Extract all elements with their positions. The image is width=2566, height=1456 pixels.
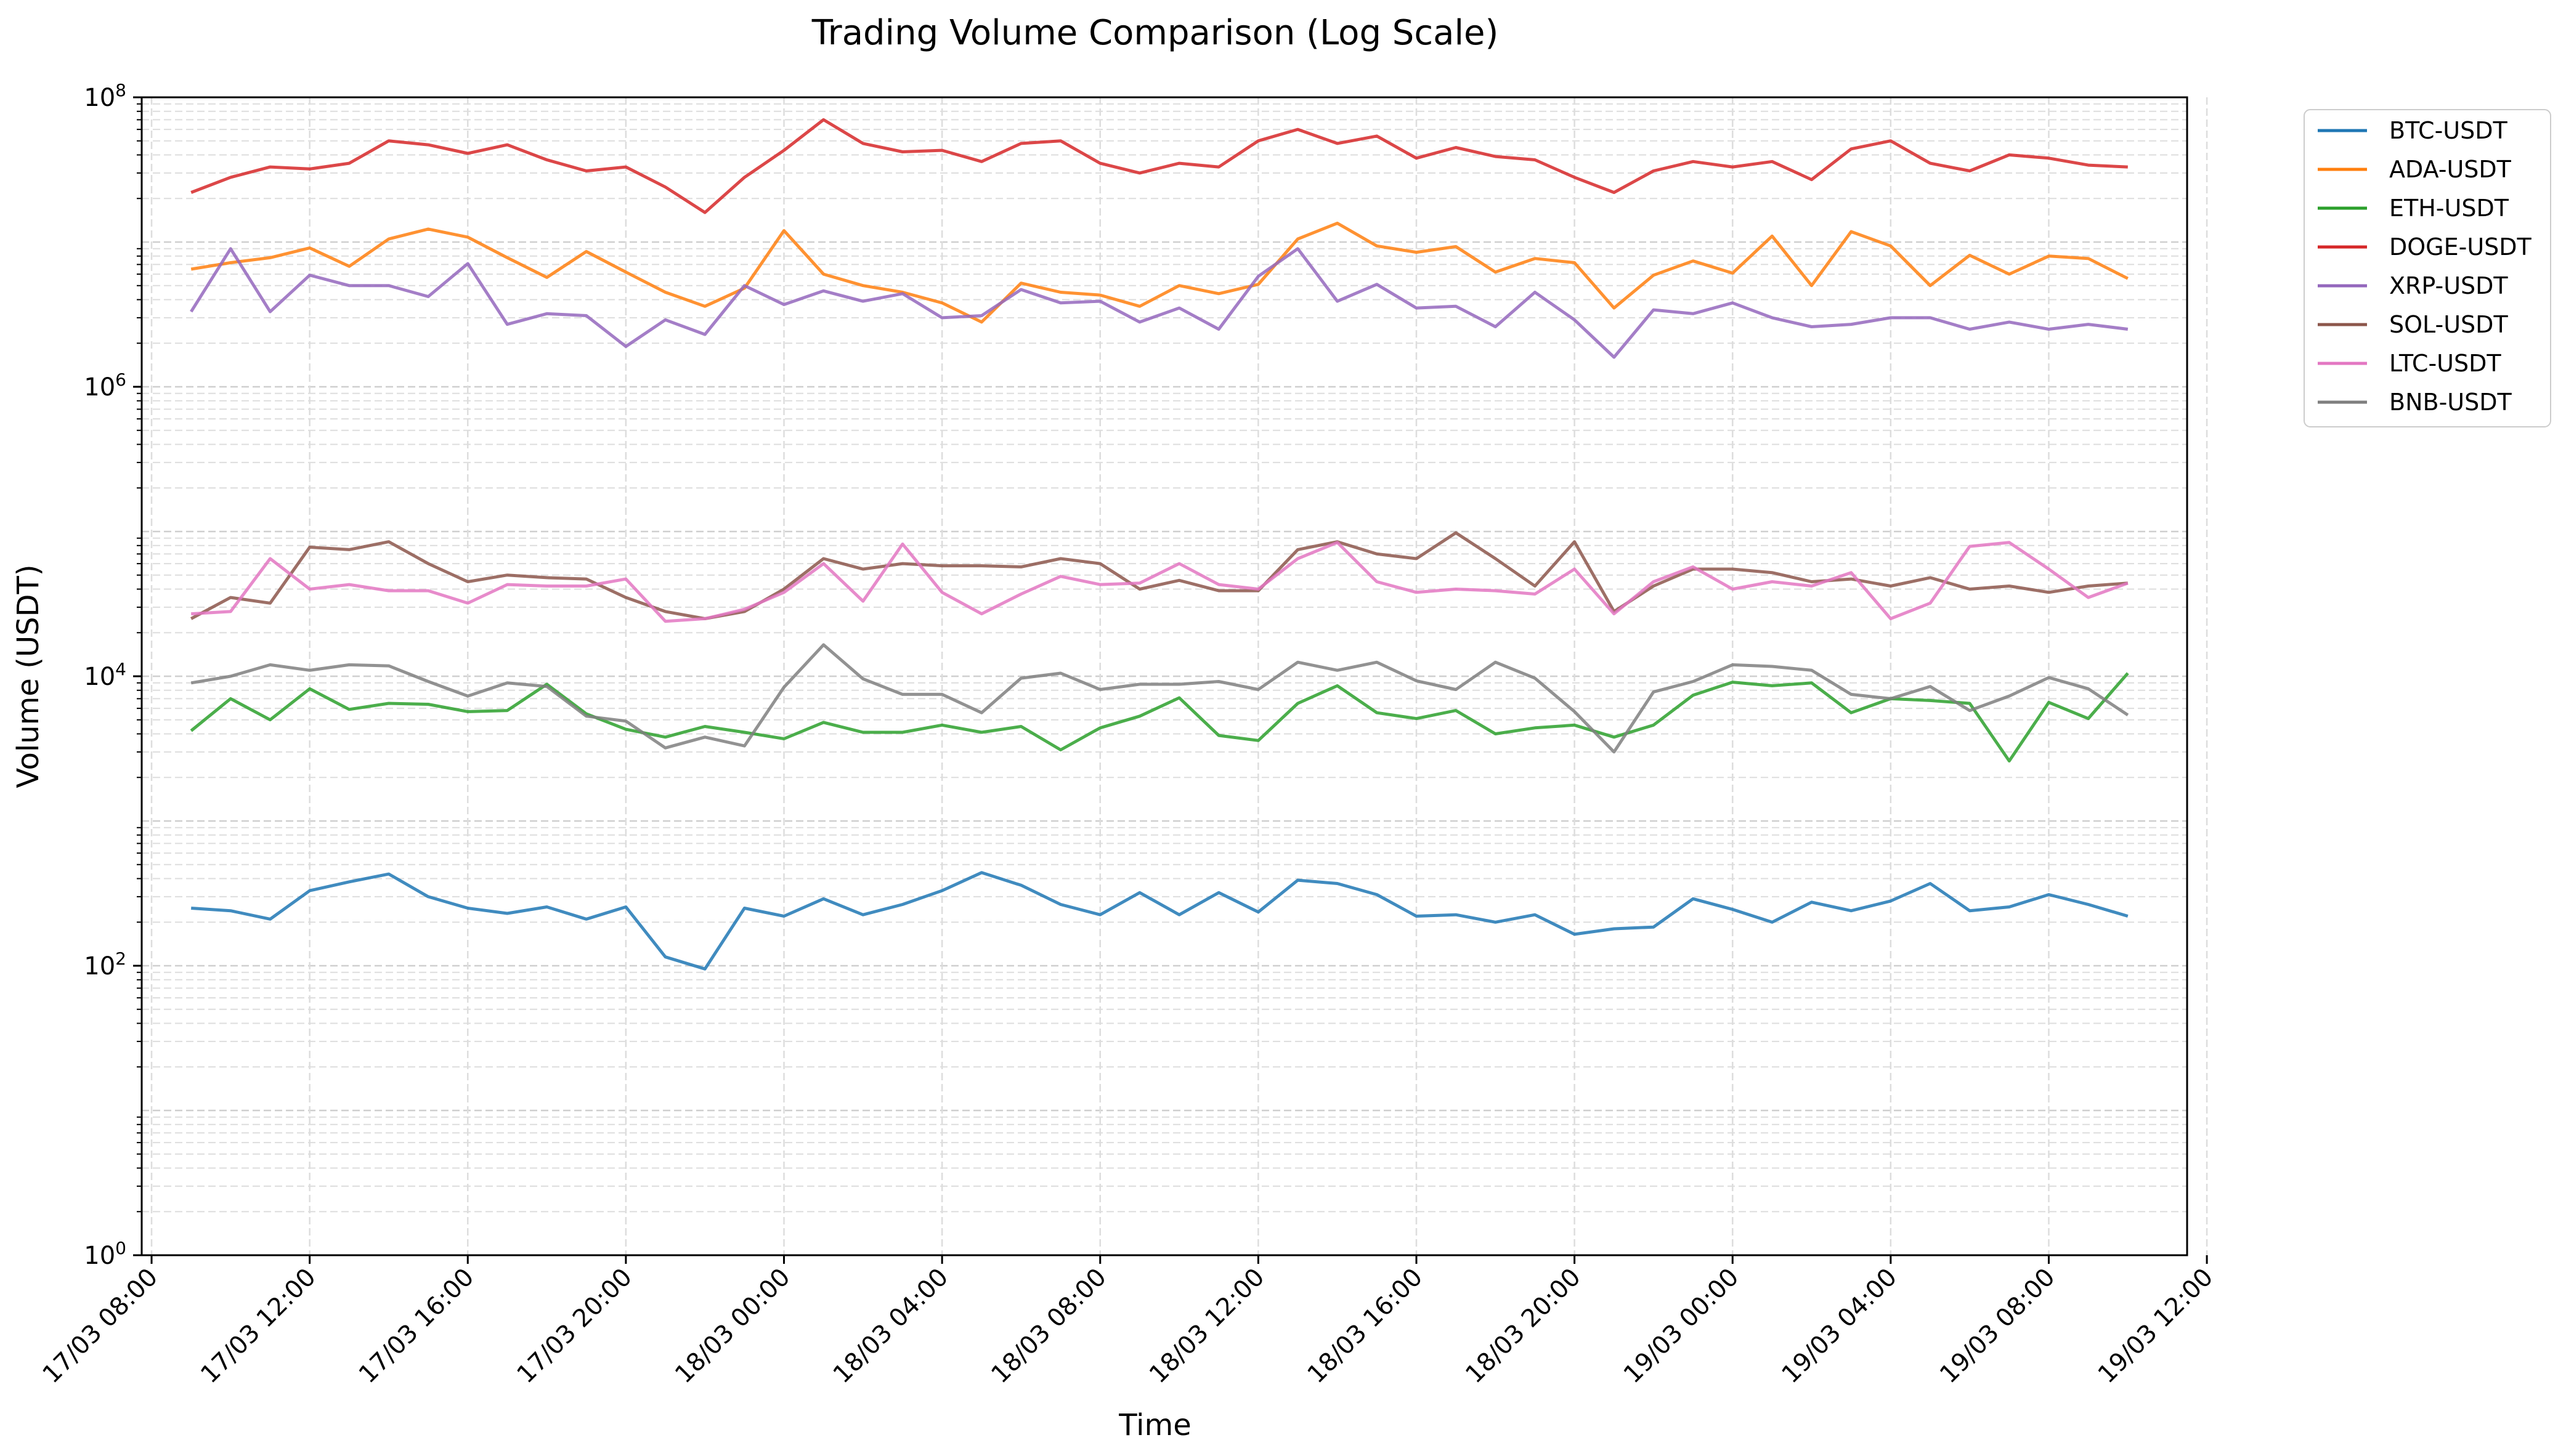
- legend-label: ADA-USDT: [2389, 156, 2512, 183]
- legend-label: ETH-USDT: [2389, 195, 2509, 222]
- series-line-ada-usdt: [190, 221, 2129, 324]
- series-line-doge-usdt: [190, 118, 2128, 214]
- legend-label: SOL-USDT: [2389, 311, 2508, 338]
- legend-label: BNB-USDT: [2389, 389, 2512, 416]
- series-layer: [190, 118, 2129, 971]
- y-tick-label: 108: [84, 80, 126, 112]
- legend-label: BTC-USDT: [2389, 117, 2507, 144]
- x-axis-label: Time: [1118, 1408, 1191, 1442]
- series-line-sol-usdt: [190, 531, 2128, 620]
- series-line-eth-usdt: [190, 672, 2129, 762]
- series-line-xrp-usdt: [190, 247, 2129, 359]
- y-axis-label: Volume (USDT): [11, 564, 46, 788]
- chart-title: Trading Volume Comparison (Log Scale): [811, 13, 1499, 53]
- legend-frame: [2304, 109, 2551, 427]
- legend-items: BTC-USDT ADA-USDT ETH-USDT DOGE-USDT XRP-USD…: [2318, 117, 2532, 416]
- legend-label: XRP-USDT: [2389, 272, 2508, 299]
- grid-layer: [142, 96, 2208, 1256]
- legend: BTC-USDT ADA-USDT ETH-USDT DOGE-USDT XRP-USD…: [2304, 109, 2551, 427]
- legend-label: DOGE-USDT: [2389, 233, 2532, 261]
- series-line-bnb-usdt: [190, 643, 2129, 754]
- series-line-ltc-usdt: [191, 541, 2129, 623]
- legend-label: LTC-USDT: [2389, 350, 2501, 377]
- series-line-btc-usdt: [191, 871, 2129, 971]
